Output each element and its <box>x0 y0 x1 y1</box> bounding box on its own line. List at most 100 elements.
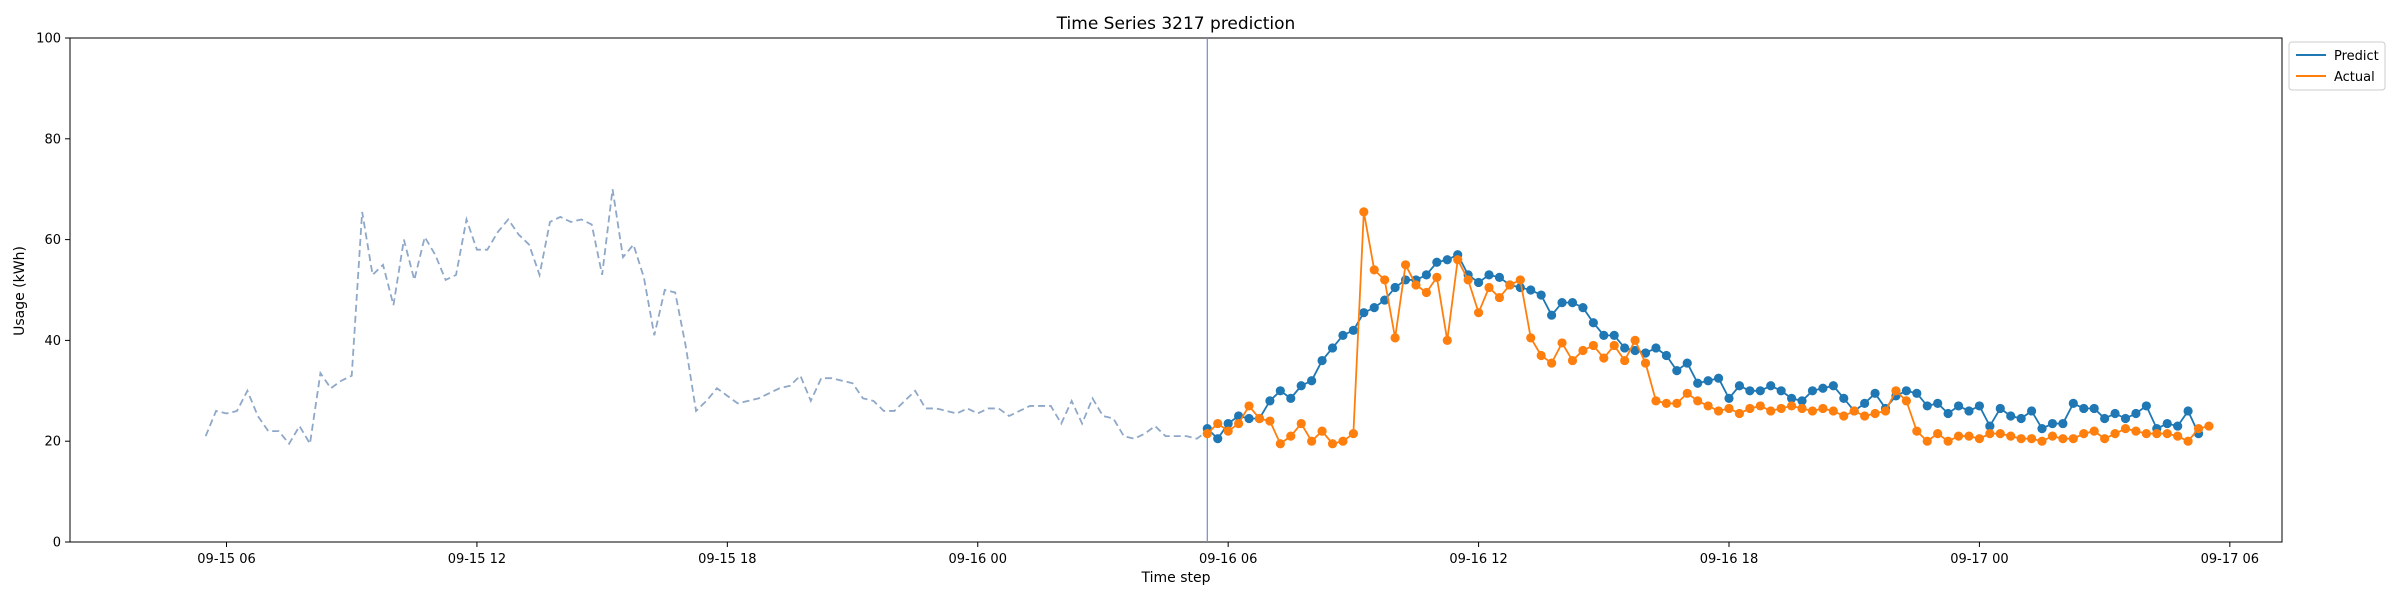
predict-point <box>2016 413 2026 424</box>
predict-point <box>1787 393 1797 403</box>
predict-point <box>1953 401 1964 411</box>
x-tick-label: 09-15 06 <box>197 552 255 567</box>
actual-point <box>1630 335 1640 345</box>
actual-point <box>1484 282 1494 293</box>
actual-point <box>1745 403 1755 414</box>
predict-point <box>1640 348 1651 358</box>
predict-point <box>1776 386 1786 396</box>
predict-point <box>1807 386 1818 396</box>
y-tick-label: 0 <box>53 536 61 551</box>
actual-point <box>1964 431 1974 441</box>
actual-point <box>1974 434 1985 444</box>
predict-point <box>1317 355 1327 366</box>
predict-point <box>1327 343 1338 353</box>
predict-point <box>1839 393 1849 403</box>
y-tick-label: 40 <box>44 334 61 349</box>
predict-point <box>1901 386 1911 396</box>
actual-point <box>2026 434 2037 444</box>
actual-point <box>1202 429 1212 439</box>
x-tick-label: 09-15 12 <box>448 552 506 567</box>
x-tick-label: 09-16 18 <box>1700 552 1758 567</box>
actual-point <box>1380 275 1390 285</box>
predict-point <box>2100 413 2110 424</box>
x-tick-label: 09-17 06 <box>2201 552 2259 567</box>
predict-point <box>1870 388 1880 398</box>
actual-point <box>1494 292 1505 303</box>
actual-point <box>1213 418 1223 429</box>
actual-point <box>2162 429 2172 439</box>
actual-point <box>1828 406 1838 416</box>
predict-point <box>1526 285 1536 295</box>
predict-point <box>1745 386 1755 396</box>
x-tick-label: 09-15 18 <box>698 552 756 567</box>
actual-point <box>1912 426 1922 436</box>
actual-point <box>2068 434 2078 444</box>
actual-point <box>1807 406 1818 416</box>
actual-point <box>1797 403 1807 414</box>
predict-point <box>1630 345 1640 356</box>
predict-point <box>1974 401 1985 411</box>
actual-point <box>1442 335 1452 345</box>
actual-point <box>1317 426 1327 436</box>
predict-point <box>1651 343 1661 353</box>
actual-point <box>1254 413 1265 424</box>
actual-point <box>1703 401 1713 411</box>
actual-point <box>1473 308 1484 318</box>
predict-point <box>1557 298 1567 308</box>
predict-point <box>1390 282 1400 293</box>
actual-point <box>1682 388 1692 398</box>
actual-point <box>2100 434 2110 444</box>
actual-point <box>1515 275 1525 285</box>
predict-point <box>2089 403 2099 414</box>
actual-point <box>1766 406 1776 416</box>
predict-point <box>2110 408 2120 419</box>
actual-point <box>1901 396 1911 406</box>
actual-point <box>1995 429 2005 439</box>
predict-point <box>1943 408 1953 419</box>
actual-point <box>1588 340 1598 351</box>
predict-point <box>1713 373 1724 383</box>
predict-point <box>1536 290 1546 300</box>
predict-point <box>1922 401 1932 411</box>
actual-point <box>1953 431 1964 441</box>
predict-point <box>2006 411 2016 421</box>
actual-point <box>2173 431 2183 441</box>
legend: Predict Actual <box>2288 41 2386 91</box>
x-tick-label: 09-16 00 <box>949 552 1007 567</box>
predict-point <box>1995 403 2005 414</box>
actual-point <box>2141 429 2151 439</box>
predict-point <box>1296 381 1306 391</box>
x-tick-label: 09-16 12 <box>1449 552 1507 567</box>
predict-point <box>1359 308 1369 318</box>
predict-point <box>1766 381 1776 391</box>
actual-point <box>1818 403 1828 414</box>
x-tick-label: 09-17 00 <box>1950 552 2008 567</box>
predict-point <box>1588 318 1598 328</box>
actual-point <box>1338 436 1348 446</box>
actual-point <box>2006 431 2016 441</box>
predict-point <box>1223 418 1233 429</box>
actual-point <box>1307 436 1317 446</box>
predict-point <box>1567 298 1578 308</box>
predict-point <box>1484 270 1494 280</box>
chart-title: Time Series 3217 prediction <box>1056 14 1296 34</box>
predict-point <box>1307 376 1317 386</box>
actual-point <box>1578 345 1588 356</box>
predict-point <box>1703 376 1713 386</box>
actual-point <box>2120 424 2131 434</box>
actual-point <box>1734 408 1745 419</box>
actual-point <box>1275 439 1285 449</box>
actual-point <box>1787 401 1797 411</box>
predict-point <box>1244 413 1254 424</box>
actual-point <box>2131 426 2141 436</box>
actual-point <box>1505 280 1515 290</box>
y-tick-label: 80 <box>44 132 61 147</box>
predict-point <box>2037 424 2047 434</box>
actual-point <box>1693 396 1703 406</box>
actual-point <box>1651 396 1661 406</box>
y-tick-label: 60 <box>44 233 61 248</box>
actual-point <box>1640 358 1651 368</box>
predict-point <box>1442 255 1452 265</box>
